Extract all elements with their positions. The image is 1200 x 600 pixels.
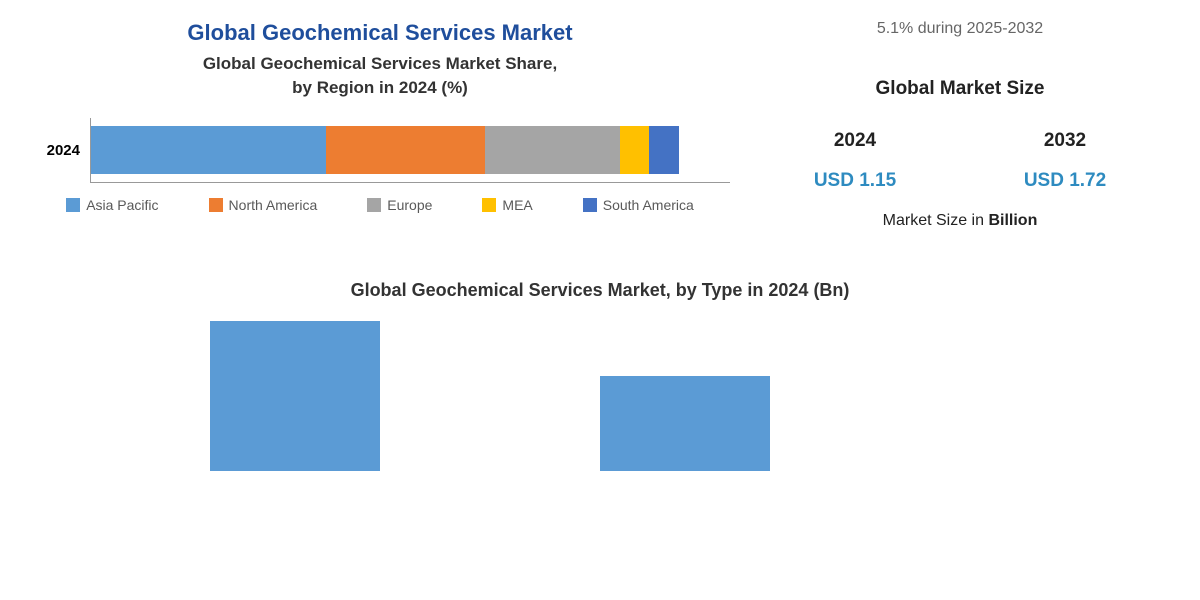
legend-item-mea: MEA: [482, 197, 532, 213]
stacked-bar-chart: 2024: [30, 118, 730, 183]
legend-item-north-america: North America: [209, 197, 318, 213]
legend-item-europe: Europe: [367, 197, 432, 213]
segment-north-america: [326, 126, 485, 174]
segment-mea: [620, 126, 649, 174]
market-size-unit: Market Size in Billion: [750, 212, 1170, 230]
type-bar-1: [600, 376, 770, 471]
share-chart-title-line1: Global Geochemical Services Market Share…: [30, 54, 730, 74]
legend-label: MEA: [502, 197, 532, 213]
legend-item-south-america: South America: [583, 197, 694, 213]
type-column-chart: [110, 321, 1090, 471]
swatch-icon: [66, 198, 80, 212]
market-size-col-2024: 2024 USD 1.15: [814, 130, 896, 192]
share-chart-title-line2: by Region in 2024 (%): [30, 78, 730, 98]
swatch-icon: [583, 198, 597, 212]
swatch-icon: [209, 198, 223, 212]
segment-europe: [485, 126, 620, 174]
market-size-title: Global Market Size: [750, 78, 1170, 100]
market-size-year: 2024: [814, 130, 896, 152]
market-size-value: USD 1.15: [814, 170, 896, 192]
stacked-bar: [91, 126, 679, 174]
type-bar-0: [210, 321, 380, 471]
cagr-text: 5.1% during 2025-2032: [750, 20, 1170, 38]
legend-label: Europe: [387, 197, 432, 213]
main-title: Global Geochemical Services Market: [30, 20, 730, 46]
stacked-bar-ylabel: 2024: [30, 142, 90, 159]
legend-label: South America: [603, 197, 694, 213]
market-size-row: 2024 USD 1.15 2032 USD 1.72: [750, 130, 1170, 192]
legend-label: Asia Pacific: [86, 197, 158, 213]
legend-label: North America: [229, 197, 318, 213]
segment-asia-pacific: [91, 126, 326, 174]
market-size-unit-bold: Billion: [988, 212, 1037, 229]
segment-south-america: [649, 126, 678, 174]
market-size-col-2032: 2032 USD 1.72: [1024, 130, 1106, 192]
swatch-icon: [367, 198, 381, 212]
market-size-year: 2032: [1024, 130, 1106, 152]
market-size-value: USD 1.72: [1024, 170, 1106, 192]
market-size-unit-prefix: Market Size in: [883, 212, 989, 229]
share-chart-legend: Asia Pacific North America Europe MEA So…: [30, 197, 730, 213]
swatch-icon: [482, 198, 496, 212]
legend-item-asia-pacific: Asia Pacific: [66, 197, 158, 213]
type-chart-title: Global Geochemical Services Market, by T…: [30, 230, 1170, 301]
stacked-bar-axes: [90, 118, 730, 183]
